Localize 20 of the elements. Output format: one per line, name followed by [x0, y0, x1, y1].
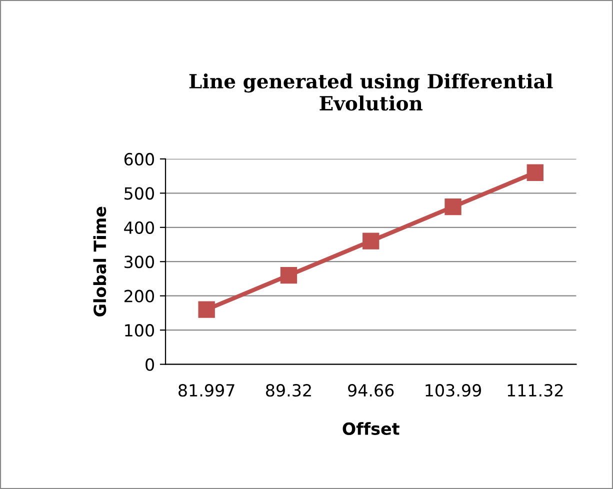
- y-tick-label: 600: [124, 152, 154, 166]
- point: [280, 266, 298, 284]
- point: [362, 232, 380, 250]
- y-tick-label: 0: [146, 358, 154, 371]
- y-tick-label: 400: [124, 221, 154, 234]
- y-axis-title: Global Time: [93, 206, 106, 316]
- x-tick-label: 94.66: [348, 384, 394, 397]
- chart-title: Line generated using Differential Evolution: [189, 73, 553, 111]
- y-tick-label: 100: [125, 324, 154, 337]
- x-tick-label: 103.99: [426, 384, 481, 397]
- point: [198, 301, 215, 318]
- y-tick-label: 300: [124, 256, 154, 268]
- x-axis-title: Offset: [342, 422, 400, 436]
- point: [526, 164, 544, 181]
- x-tick-label: 81.997: [178, 384, 234, 397]
- x-tick-label: 89.32: [266, 384, 311, 397]
- point: [444, 198, 462, 216]
- y-tick-label: 200: [124, 290, 154, 302]
- x-tick-label: 111.32: [508, 384, 563, 397]
- y-tick-label: 500: [124, 187, 154, 200]
